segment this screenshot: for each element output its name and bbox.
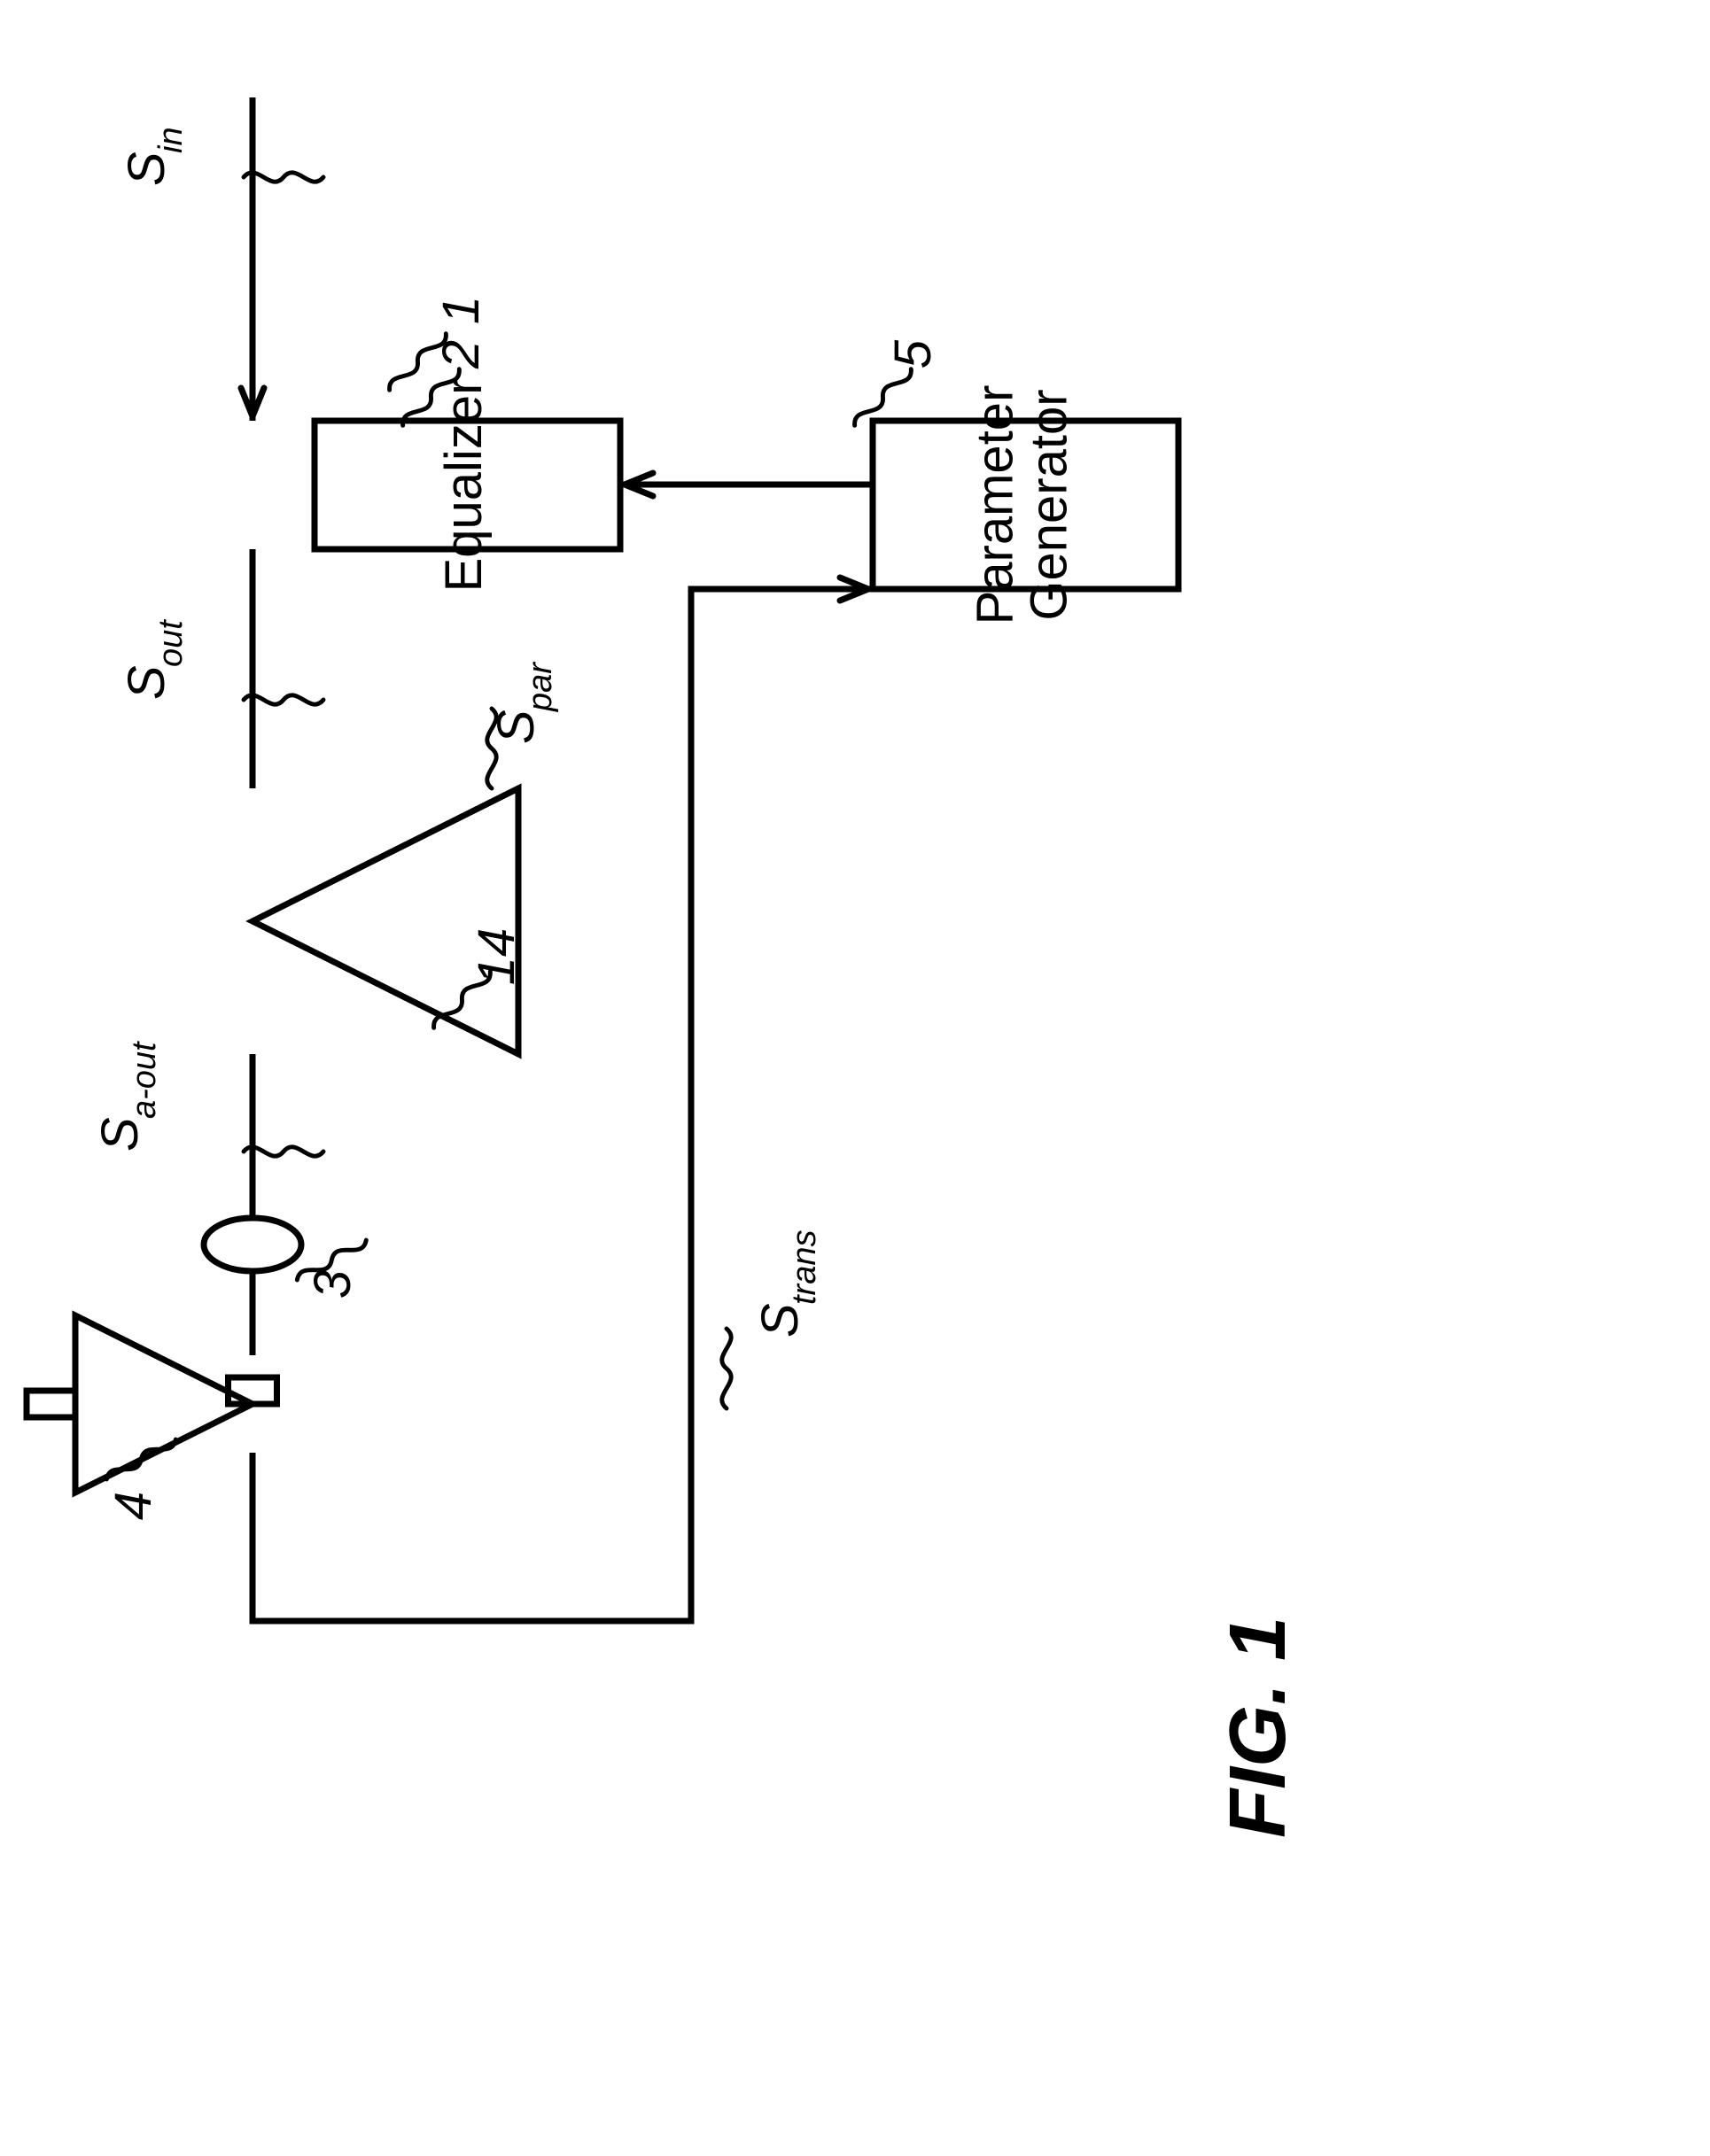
speaker-port-icon xyxy=(229,1377,277,1404)
ref-14: 14 xyxy=(468,928,525,986)
signal-s_par-sub: par xyxy=(522,662,559,712)
microphone-icon xyxy=(204,1218,301,1271)
ref-5: 5 xyxy=(884,339,942,368)
equalizer-label: Equalizer xyxy=(435,378,493,593)
ref-4: 4 xyxy=(105,1492,162,1520)
wire-spk_to_paramgen xyxy=(253,589,873,1621)
ref-1: 1 xyxy=(432,296,490,324)
signal-s_out-sub: out xyxy=(152,619,190,667)
signal-s_in-sub: in xyxy=(152,127,190,153)
ref-3: 3 xyxy=(304,1270,361,1299)
amplifier-icon xyxy=(253,788,518,1054)
parameter-generator-label-line: Parameter xyxy=(966,385,1023,625)
signal-s_a_out-sub: a-out xyxy=(126,1041,163,1119)
signal-s_trans: S xyxy=(751,1303,809,1338)
signal-s_out: S xyxy=(118,665,175,700)
signal-s_trans-sub: trans xyxy=(786,1230,823,1305)
signal-s_in: S xyxy=(118,151,175,186)
speaker-out-icon xyxy=(27,1391,75,1417)
figure-label: FIG. 1 xyxy=(1214,1617,1302,1838)
signal-s_a_out: S xyxy=(91,1117,149,1152)
parameter-generator-label-line: Generator xyxy=(1020,389,1077,620)
